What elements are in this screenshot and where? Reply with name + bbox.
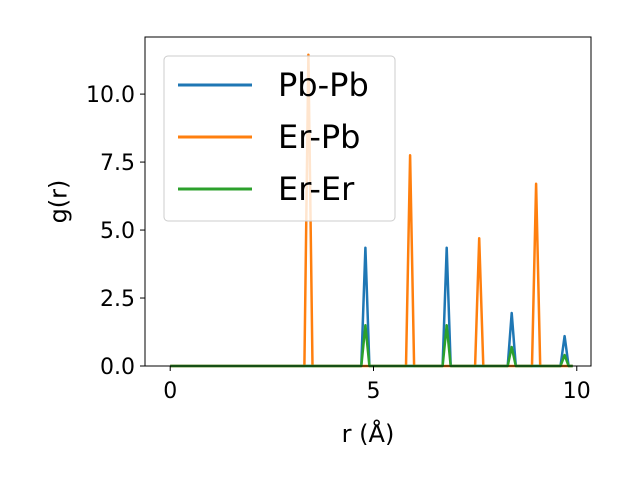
y-axis-label: g(r): [44, 180, 72, 224]
x-axis-label: r (Å): [342, 419, 395, 448]
y-tick-label: 7.5: [100, 151, 135, 176]
axes-frame: [144, 36, 592, 367]
y-tick-label: 0.0: [100, 355, 135, 380]
y-tick-label: 10.0: [86, 83, 135, 108]
y-tick-label: 2.5: [100, 287, 135, 312]
x-tick-label: 5: [366, 379, 380, 404]
y-axis: 0.0 2.5 5.0 7.5 10.0: [86, 83, 145, 380]
legend: Pb-Pb Er-Pb Er-Er: [163, 55, 396, 222]
x-axis: 0 5 10: [163, 366, 591, 404]
legend-label: Pb-Pb: [278, 66, 369, 104]
legend-box: [163, 55, 396, 222]
y-tick-label: 5.0: [100, 219, 135, 244]
x-tick-label: 10: [563, 379, 591, 404]
legend-label: Er-Pb: [278, 118, 360, 156]
x-tick-label: 0: [163, 379, 177, 404]
legend-label: Er-Er: [278, 170, 355, 208]
